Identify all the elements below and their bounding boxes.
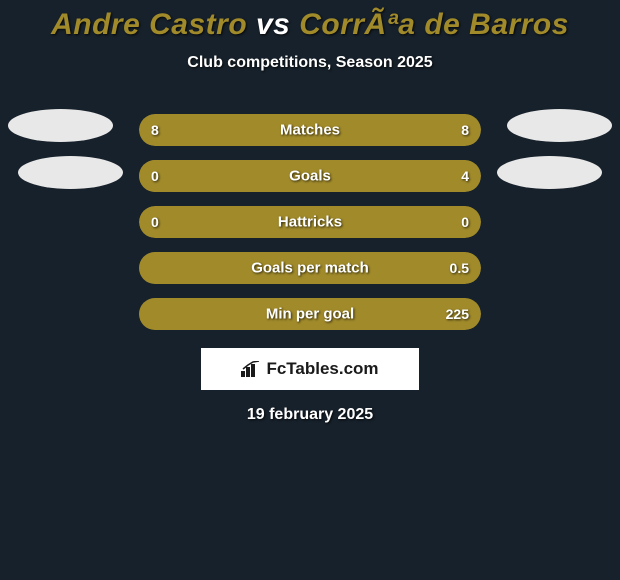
avatar-player-left-back	[8, 109, 113, 142]
stat-value-right: 8	[461, 122, 469, 138]
stat-label: Goals	[139, 168, 481, 185]
stat-row: Goals per match0.5	[139, 252, 481, 284]
stat-value-left: 0	[151, 214, 159, 230]
comparison-chart: Matches88Goals04Hattricks00Goals per mat…	[0, 114, 620, 330]
subtitle: Club competitions, Season 2025	[0, 54, 620, 72]
stat-row: Goals0 4	[139, 160, 481, 192]
stat-label: Goals per match	[139, 260, 481, 277]
date-text: 19 february 2025	[0, 406, 620, 424]
logo-text: FcTables.com	[266, 359, 378, 379]
stat-label: Matches	[139, 122, 481, 139]
avatar-player-right-front	[497, 156, 602, 189]
stat-row: Hattricks0 0	[139, 206, 481, 238]
stat-value-right: 0.5	[450, 260, 469, 276]
stat-row: Min per goal225	[139, 298, 481, 330]
stat-value-right: 225	[446, 306, 469, 322]
stat-value-right: 4	[461, 168, 469, 184]
stat-row: Matches8 8	[139, 114, 481, 146]
avatar-player-right-back	[507, 109, 612, 142]
vs-text: vs	[247, 8, 299, 41]
player-right-name: CorrÃªa de Barros	[299, 8, 569, 41]
stat-label: Min per goal	[139, 306, 481, 323]
fctables-logo: FcTables.com	[201, 348, 419, 390]
stat-value-left: 8	[151, 122, 159, 138]
stat-value-right: 0	[461, 214, 469, 230]
stat-label: Hattricks	[139, 214, 481, 231]
player-left-name: Andre Castro	[51, 8, 247, 41]
chart-icon	[241, 361, 261, 377]
avatar-player-left-front	[18, 156, 123, 189]
stat-value-left: 0	[151, 168, 159, 184]
comparison-title: Andre Castro vs CorrÃªa de Barros	[0, 8, 620, 42]
